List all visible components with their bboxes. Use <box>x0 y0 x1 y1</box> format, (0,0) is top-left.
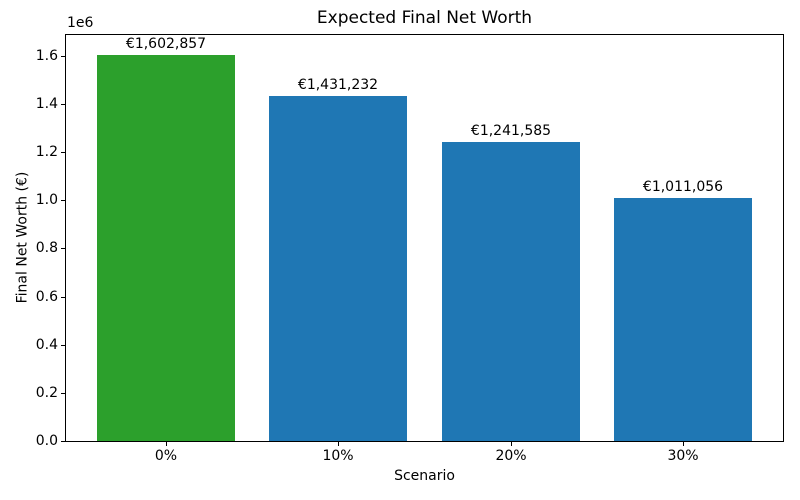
y-tick-mark <box>61 200 65 201</box>
y-tick-mark <box>61 441 65 442</box>
x-tick-label: 10% <box>322 448 354 464</box>
y-tick-mark <box>61 297 65 298</box>
y-tick-label: 0.4 <box>35 337 58 353</box>
x-tick-label: 0% <box>154 448 178 464</box>
bar-value-label: €1,431,232 <box>297 77 379 93</box>
y-tick-mark <box>61 345 65 346</box>
y-tick-label: 0.8 <box>35 240 58 256</box>
x-tick-mark <box>166 442 167 446</box>
y-tick-mark <box>61 393 65 394</box>
x-tick-label: 20% <box>495 448 527 464</box>
chart-title: Expected Final Net Worth <box>316 8 533 28</box>
bar-value-label: €1,011,056 <box>642 179 724 195</box>
x-tick-mark <box>511 442 512 446</box>
bar-20% <box>442 142 580 441</box>
y-tick-label: 1.4 <box>35 96 58 112</box>
y-tick-mark <box>61 248 65 249</box>
y-tick-label: 0.2 <box>35 385 58 401</box>
y-tick-label: 1.6 <box>35 48 58 64</box>
x-tick-mark <box>683 442 684 446</box>
y-axis-offset-text: 1e6 <box>67 15 94 31</box>
bar-30% <box>614 198 752 441</box>
y-tick-label: 0.6 <box>35 289 58 305</box>
x-tick-mark <box>338 442 339 446</box>
y-tick-label: 1.0 <box>35 192 58 208</box>
bar-value-label: €1,602,857 <box>125 36 207 52</box>
x-axis-label: Scenario <box>394 468 455 484</box>
y-tick-label: 1.2 <box>35 144 58 160</box>
x-tick-label: 30% <box>667 448 699 464</box>
bar-value-label: €1,241,585 <box>470 123 552 139</box>
y-tick-mark <box>61 152 65 153</box>
bar-10% <box>269 96 407 441</box>
y-tick-mark <box>61 56 65 57</box>
y-tick-mark <box>61 104 65 105</box>
bar-0% <box>97 55 235 441</box>
y-tick-label: 0.0 <box>35 433 58 449</box>
